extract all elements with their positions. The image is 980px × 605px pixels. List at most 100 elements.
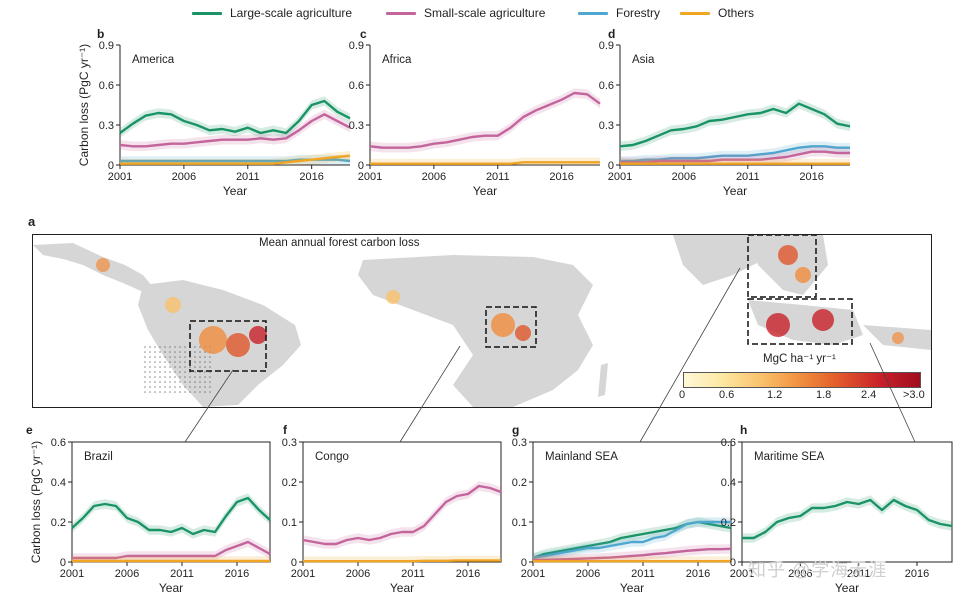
- region-label: Brazil: [84, 451, 113, 463]
- panel-letter-d: d: [608, 27, 615, 41]
- x-tick-label: 2016: [549, 171, 573, 183]
- series-band: [620, 98, 850, 152]
- legend-swatch: [680, 11, 710, 15]
- panel-letter-b: b: [97, 27, 104, 41]
- x-axis-label: Year: [620, 581, 644, 595]
- panel-letter-f: f: [283, 423, 288, 437]
- x-tick-label: 2006: [788, 568, 812, 580]
- loss-hotspots: [96, 245, 904, 357]
- series-band: [533, 517, 731, 562]
- x-tick-label: 2011: [736, 171, 760, 183]
- series-line: [620, 150, 850, 164]
- panel-letter-h: h: [740, 423, 747, 437]
- x-axis-label: Year: [473, 184, 497, 198]
- series-band: [742, 495, 952, 543]
- legend-item-large-scale: Large-scale agriculture: [192, 6, 352, 20]
- x-tick-label: 2011: [631, 568, 655, 580]
- stipple-region: [143, 345, 213, 395]
- colorbar-tick: 0.6: [719, 389, 735, 401]
- x-tick-label: 2011: [236, 171, 260, 183]
- box-mainland-sea: [747, 235, 817, 298]
- x-tick-label: 2001: [291, 568, 315, 580]
- y-axis-label: Carbon loss (PgC yr⁻¹): [29, 441, 43, 563]
- x-tick-label: 2011: [401, 568, 425, 580]
- x-axis-label: Year: [390, 581, 414, 595]
- y-tick-label: 0: [291, 557, 297, 569]
- x-tick-label: 2001: [60, 568, 84, 580]
- y-tick-label: 0.3: [349, 120, 364, 132]
- x-tick-label: 2016: [799, 171, 823, 183]
- map-graphic: [33, 235, 931, 407]
- map-title: Mean annual forest carbon loss: [259, 237, 420, 249]
- y-axis-label: Carbon loss (PgC yr⁻¹): [77, 44, 91, 166]
- y-tick-label: 0.3: [282, 437, 297, 449]
- series-line: [370, 161, 600, 165]
- landmass-africa: [358, 255, 593, 407]
- colorbar: [683, 372, 921, 388]
- series-line: [120, 154, 351, 165]
- x-axis-label: Year: [835, 581, 859, 595]
- x-tick-label: 2016: [299, 171, 323, 183]
- colorbar-tick: >3.0: [903, 389, 925, 401]
- y-tick-label: 0.2: [51, 517, 66, 529]
- series-line: [533, 547, 732, 562]
- y-tick-label: 0: [358, 160, 364, 172]
- x-axis-label: Year: [159, 581, 183, 595]
- legend-swatch: [386, 11, 416, 15]
- landmass-maritime-sea: [748, 300, 863, 345]
- y-tick-label: 0.3: [99, 120, 114, 132]
- box-maritime-sea: [747, 298, 853, 345]
- x-tick-label: 2016: [456, 568, 480, 580]
- chart-panel-c: c 0 0.3 0.6 0.9 2001 2006 2011 2016 Year Africa: [349, 27, 601, 198]
- y-tick-label: 0.4: [721, 477, 736, 489]
- watermark: 知乎 @学海无涯: [748, 560, 888, 580]
- series-band: [533, 517, 731, 562]
- colorbar-tick: 1.2: [767, 389, 783, 401]
- y-tick-label: 0.9: [349, 40, 364, 52]
- x-tick-label: 2006: [172, 171, 196, 183]
- legend-item-forestry: Forestry: [578, 6, 660, 20]
- region-label: Maritime SEA: [754, 451, 825, 463]
- x-tick-label: 2006: [672, 171, 696, 183]
- y-tick-label: 0: [730, 557, 736, 569]
- y-tick-label: 0: [108, 160, 114, 172]
- series-line: [619, 102, 851, 148]
- legend-label: Others: [718, 6, 755, 20]
- x-tick-label: 2006: [576, 568, 600, 580]
- region-label: Africa: [382, 54, 412, 66]
- x-tick-label: 2006: [346, 568, 370, 580]
- y-tick-label: 0.6: [99, 80, 114, 92]
- x-tick-label: 2011: [847, 568, 871, 580]
- plot-frame: [741, 441, 953, 563]
- y-tick-label: 0.4: [51, 477, 66, 489]
- y-tick-label: 0.6: [599, 80, 614, 92]
- series-band: [370, 88, 600, 153]
- x-tick-label: 2001: [521, 568, 545, 580]
- y-tick-label: 0.1: [282, 517, 297, 529]
- x-tick-label: 2016: [225, 568, 249, 580]
- legend-label: Small-scale agriculture: [424, 6, 546, 20]
- y-tick-label: 0.2: [721, 517, 736, 529]
- y-tick-label: 0: [60, 557, 66, 569]
- chart-panel-b: b 0 0.3 0.6 0.9 2001 2006 2011 2016 Year Carbon lo…: [77, 27, 351, 198]
- y-tick-label: 0.2: [512, 477, 527, 489]
- panel-letter-e: e: [26, 423, 33, 437]
- y-tick-label: 0.6: [349, 80, 364, 92]
- chart-panel-h: h 0 0.2 0.4 0.6 2001 2006 2011 2016 Year Maritime …: [721, 423, 953, 595]
- x-tick-label: 2006: [115, 568, 139, 580]
- legend-label: Forestry: [616, 6, 661, 20]
- x-tick-label: 2001: [358, 171, 382, 183]
- connector-line: [184, 369, 234, 443]
- legend-swatch: [192, 11, 222, 15]
- series-line: [742, 498, 953, 540]
- legend-item-others: Others: [680, 6, 754, 20]
- chart-panel-f: f 0 0.1 0.2 0.3 2001 2006 2011 2016 Year Congo: [282, 423, 502, 595]
- y-tick-label: 0.6: [51, 437, 66, 449]
- series-line: [119, 113, 351, 148]
- y-tick-label: 0.3: [599, 120, 614, 132]
- panel-letter-c: c: [360, 27, 367, 41]
- connector-line: [869, 342, 916, 443]
- chart-panel-e: e 0 0.2 0.4 0.6 2001 2006 2011 2016 Year Carbon lo…: [26, 423, 271, 595]
- y-tick-label: 0.9: [99, 40, 114, 52]
